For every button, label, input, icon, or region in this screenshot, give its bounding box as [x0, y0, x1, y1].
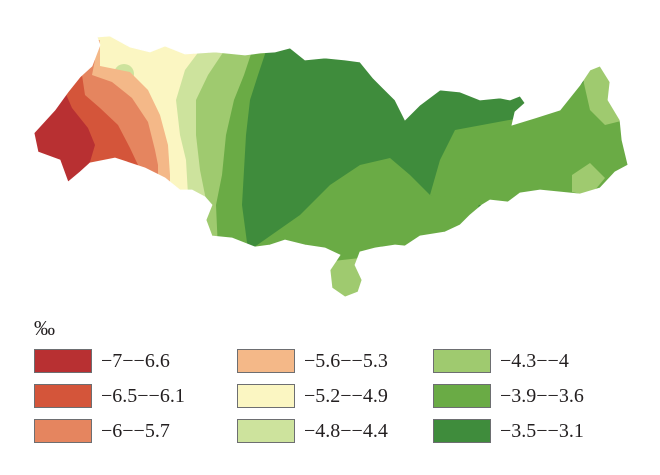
isotope-zone-map — [33, 35, 629, 298]
legend-label: −7−−6.6 — [101, 350, 170, 372]
legend-swatch — [433, 384, 491, 408]
legend-unit-title: ‰ — [34, 316, 55, 340]
legend-label: −3.9−−3.6 — [500, 385, 584, 407]
legend-swatch — [237, 384, 295, 408]
legend-swatch — [433, 419, 491, 443]
legend-swatch — [34, 384, 92, 408]
legend-swatch — [237, 349, 295, 373]
zone-southeast-neg-4-3-to-neg-4 — [572, 163, 605, 196]
legend-swatch — [34, 419, 92, 443]
legend-label: −4.3−−4 — [500, 350, 569, 372]
zone-peninsula-neg-4-3-to-neg-4 — [325, 258, 370, 297]
legend-label: −5.6−−5.3 — [304, 350, 388, 372]
legend-swatch — [34, 349, 92, 373]
legend-label: −6−−5.7 — [101, 420, 170, 442]
legend-swatch — [433, 349, 491, 373]
legend-swatch — [237, 419, 295, 443]
legend-label: −6.5−−6.1 — [101, 385, 185, 407]
legend-label: −3.5−−3.1 — [500, 420, 584, 442]
region-outline — [33, 35, 629, 298]
legend-label: −5.2−−4.9 — [304, 385, 388, 407]
zone-neg-7-to-neg-6-6 — [34, 85, 95, 200]
legend-label: −4.8−−4.4 — [304, 420, 388, 442]
